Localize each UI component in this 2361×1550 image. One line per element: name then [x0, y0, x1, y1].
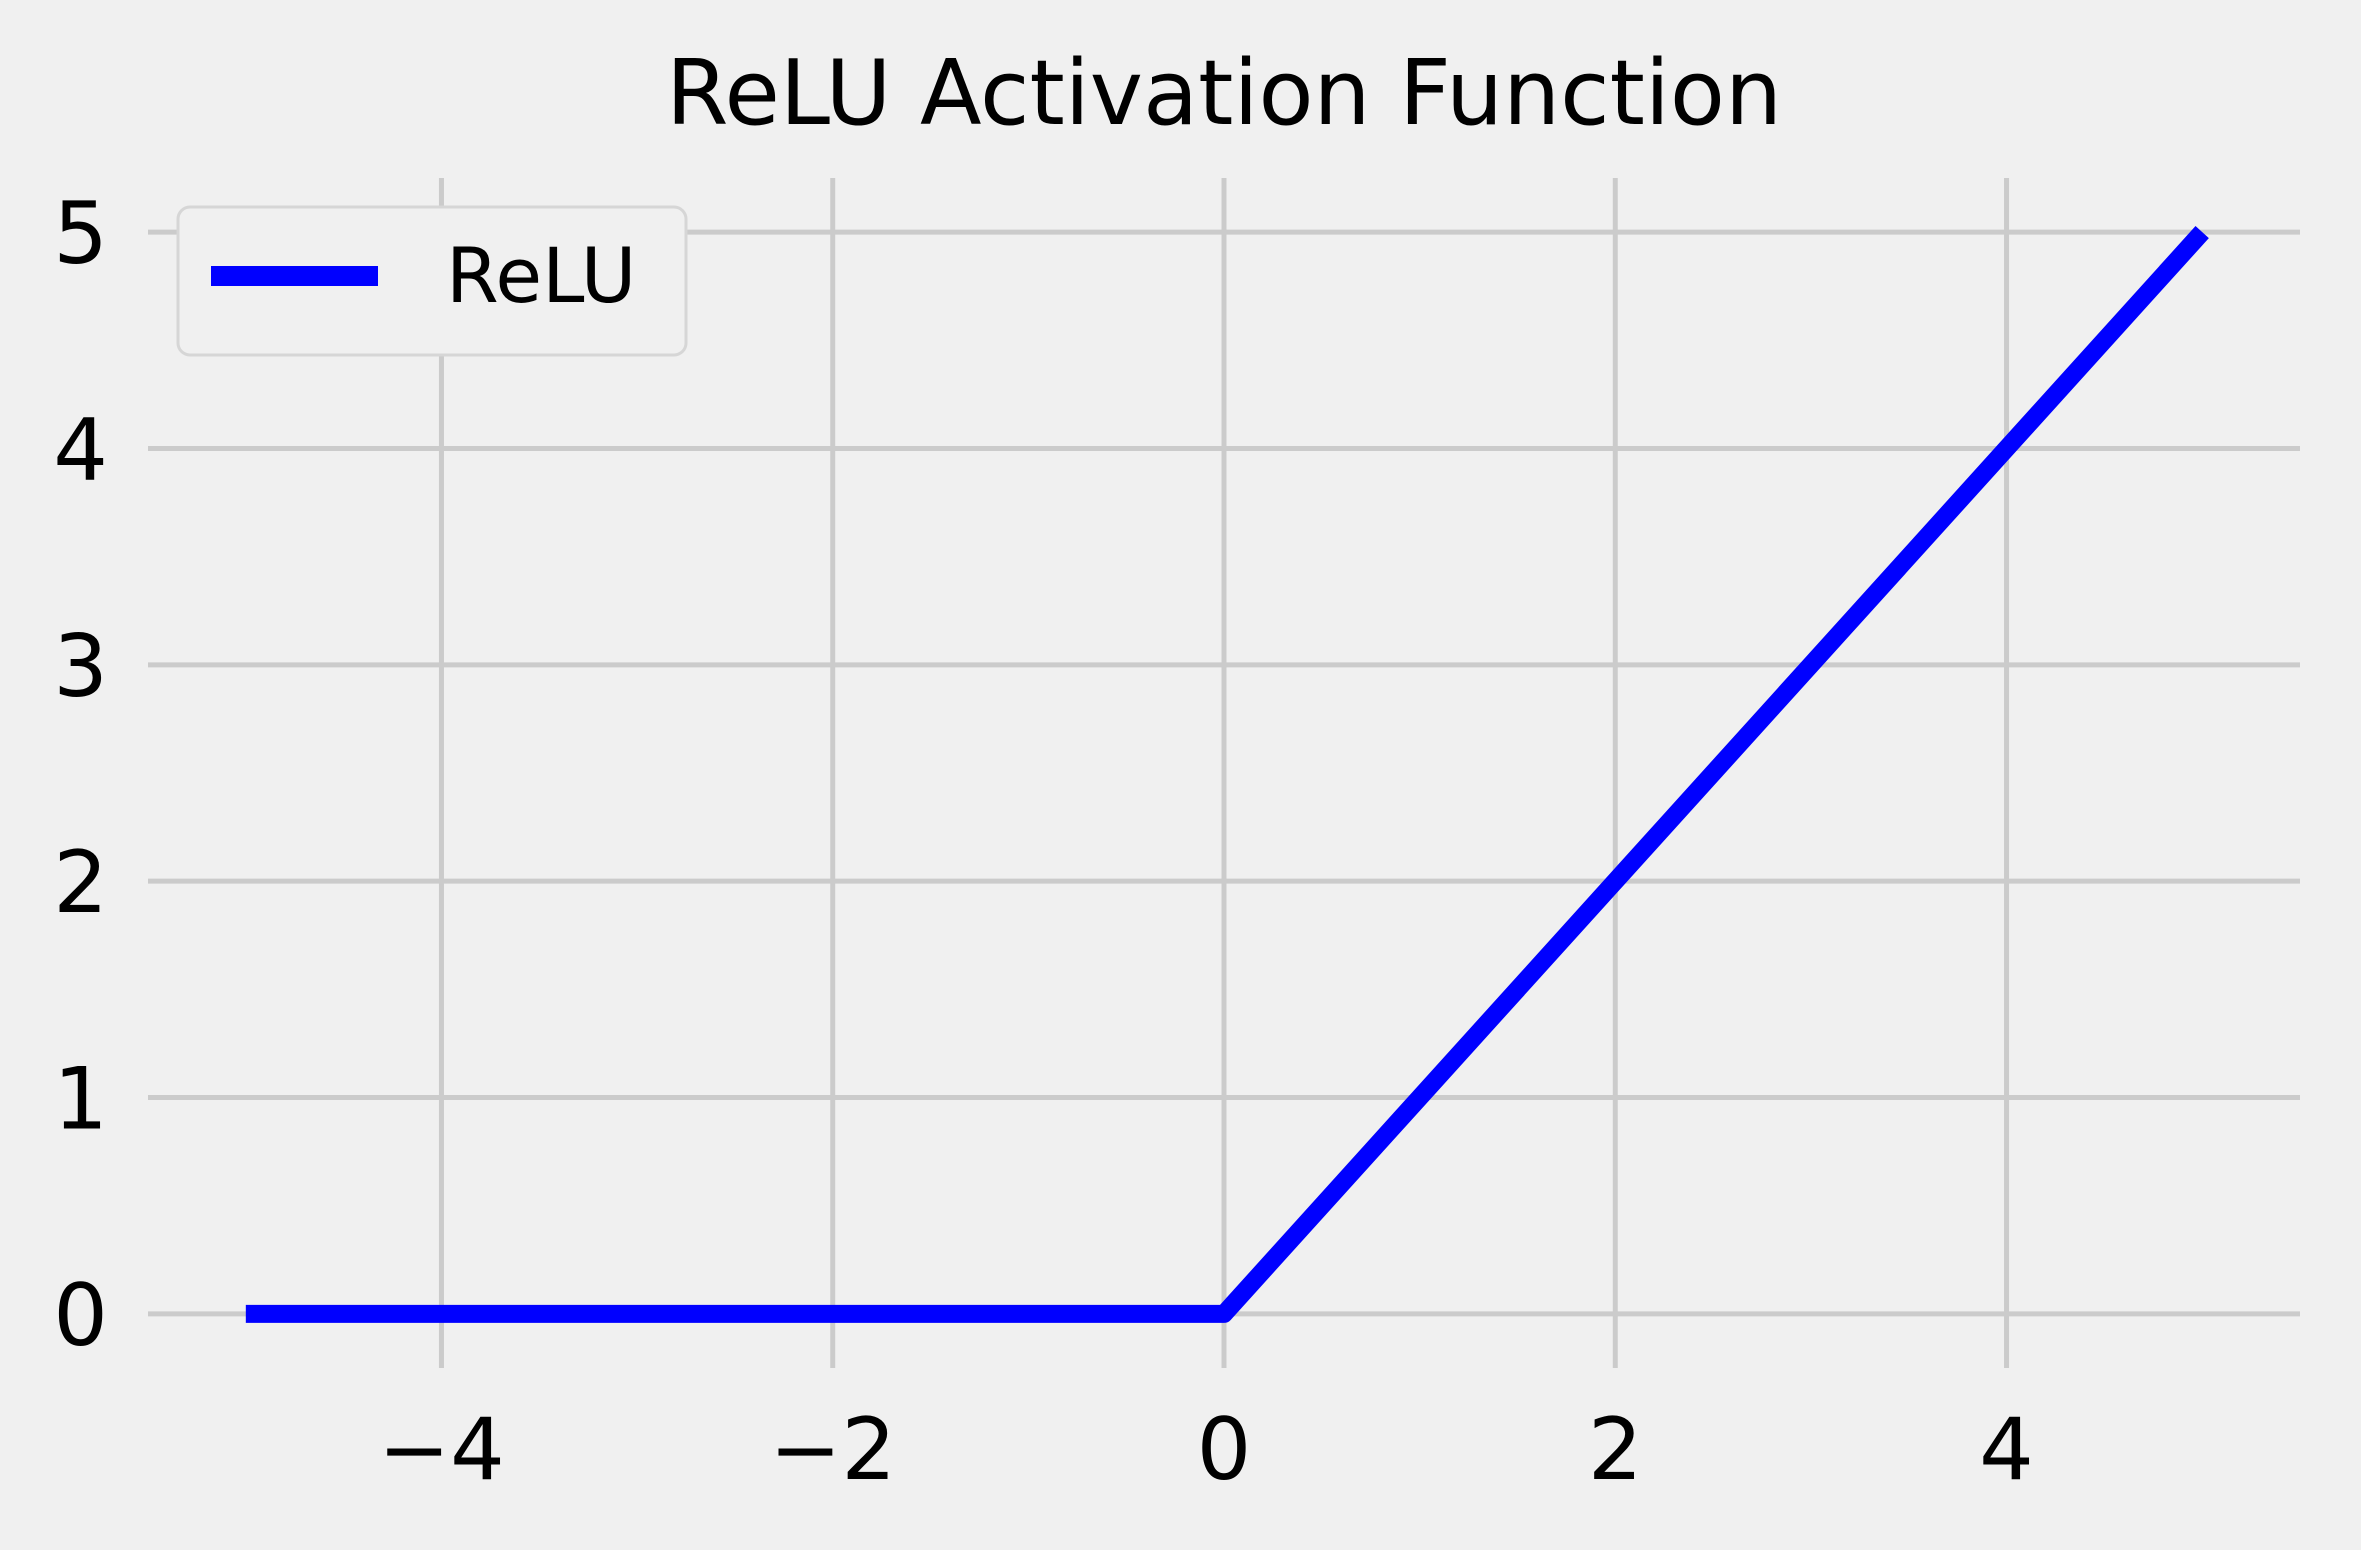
x-tick-label: 0	[1197, 1400, 1252, 1500]
series-line-relu	[245, 226, 2209, 1323]
y-tick-label: 2	[53, 833, 108, 933]
series-lines	[245, 226, 2209, 1323]
chart-title: ReLU Activation Function	[666, 41, 1782, 146]
x-tick-label: 2	[1588, 1400, 1643, 1500]
y-tick-label: 1	[53, 1050, 108, 1150]
legend-box	[176, 205, 688, 357]
x-tick-label: −4	[378, 1400, 505, 1500]
tick-labels: −4 −2 0 2 4 0 1 2 3 4 5	[53, 184, 2034, 1500]
grid	[148, 178, 2300, 1368]
x-tick-label: −2	[769, 1400, 896, 1500]
legend: ReLU	[176, 205, 688, 357]
y-tick-label: 4	[53, 400, 108, 500]
y-tick-label: 0	[53, 1266, 108, 1366]
legend-label-relu: ReLU	[446, 231, 636, 320]
x-tick-label: 4	[1979, 1400, 2034, 1500]
y-tick-label: 3	[53, 617, 108, 717]
y-tick-label: 5	[53, 184, 108, 284]
